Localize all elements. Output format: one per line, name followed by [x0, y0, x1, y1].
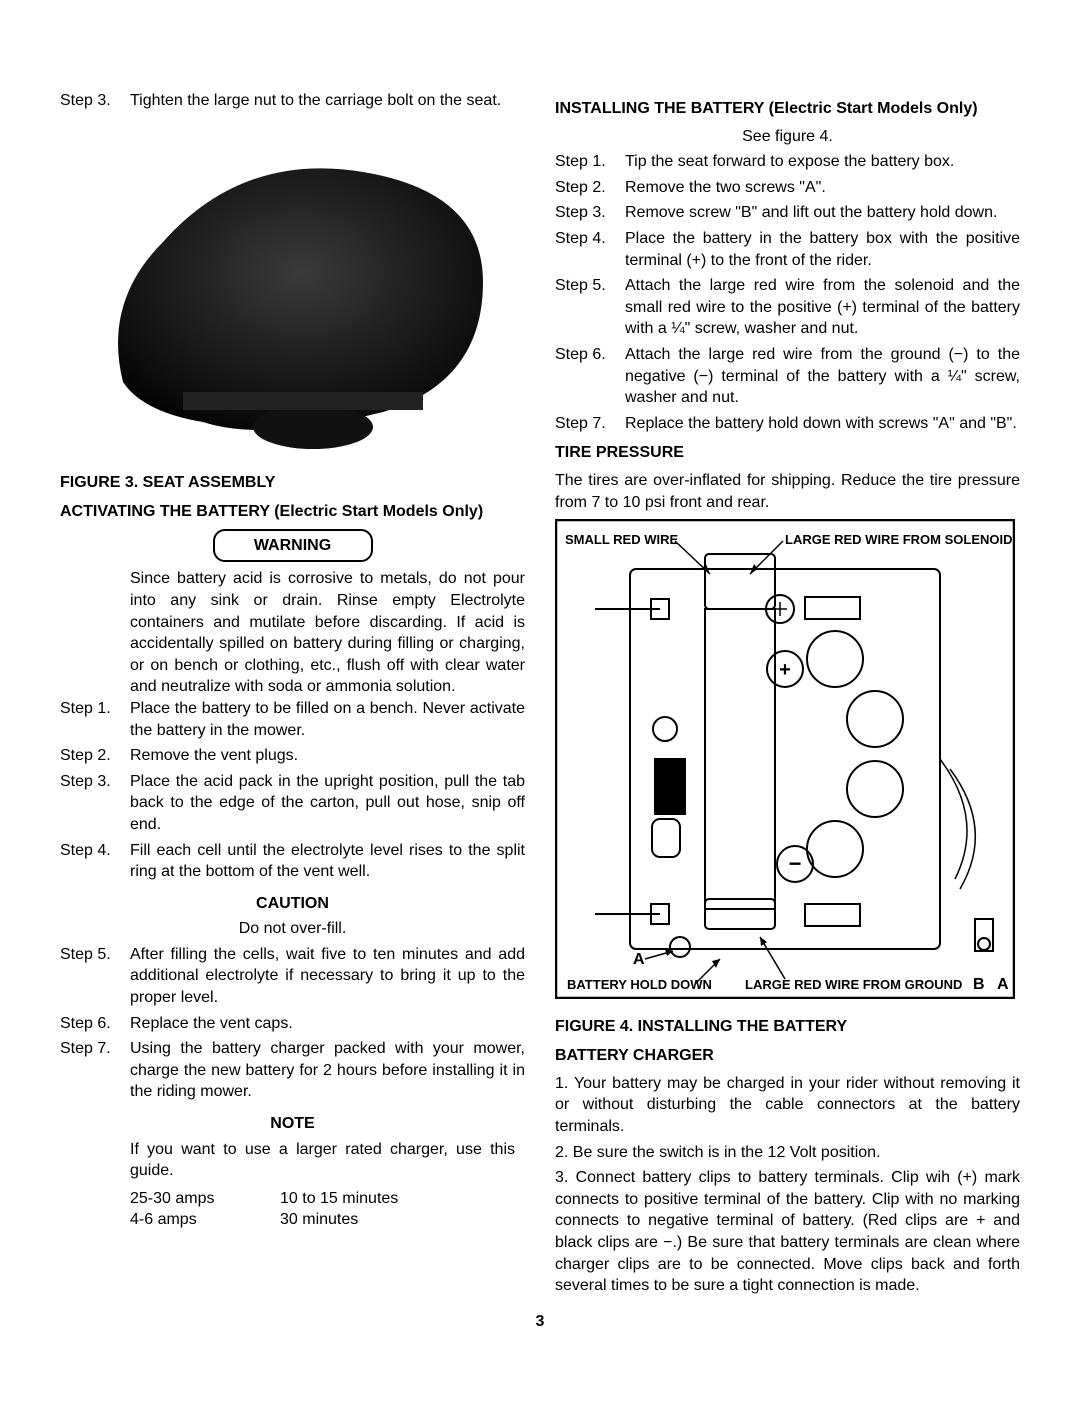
note-text: If you want to use a larger rated charge… — [60, 1139, 525, 1182]
caution-label: CAUTION — [60, 893, 525, 915]
figure-3-image — [83, 122, 503, 452]
step-label: Step 3. — [555, 202, 625, 224]
charge-row: 4-6 amps30 minutes — [130, 1209, 525, 1231]
step-item: Step 6.Attach the large red wire from th… — [555, 344, 1020, 409]
charge-time: 10 to 15 minutes — [280, 1188, 398, 1210]
left-column: Step 3. Tighten the large nut to the car… — [60, 90, 525, 1301]
step-label: Step 3. — [60, 90, 130, 112]
step-text: Remove the two screws "A". — [625, 177, 1020, 199]
charge-amps: 4-6 amps — [130, 1209, 280, 1231]
step-item: Step 4.Fill each cell until the electrol… — [60, 840, 525, 883]
step-label: Step 1. — [555, 151, 625, 173]
step-label: Step 6. — [60, 1013, 130, 1035]
step-text: Replace the vent caps. — [130, 1013, 525, 1035]
note-label: NOTE — [60, 1113, 525, 1135]
figure-3-caption: FIGURE 3. SEAT ASSEMBLY — [60, 472, 525, 494]
step-item: Step 3.Place the acid pack in the uprigh… — [60, 771, 525, 836]
step-item: Step 7.Replace the battery hold down wit… — [555, 413, 1020, 435]
step-item: Step 5.After filling the cells, wait fiv… — [60, 944, 525, 1009]
tire-pressure-heading: TIRE PRESSURE — [555, 442, 1020, 464]
step-item: Step 2.Remove the vent plugs. — [60, 745, 525, 767]
step-item: Step 3.Remove screw "B" and lift out the… — [555, 202, 1020, 224]
warning-label: WARNING — [254, 537, 331, 554]
warning-text: Since battery acid is corrosive to metal… — [60, 568, 525, 698]
step-text: Place the acid pack in the upright posit… — [130, 771, 525, 836]
step-text: Attach the large red wire from the groun… — [625, 344, 1020, 409]
step-item: Step 1.Place the battery to be filled on… — [60, 698, 525, 741]
label-batt-hold: BATTERY HOLD DOWN — [567, 977, 712, 992]
step-label: Step 6. — [555, 344, 625, 409]
charger-item: 2. Be sure the switch is in the 12 Volt … — [555, 1142, 1020, 1164]
install-heading: INSTALLING THE BATTERY (Electric Start M… — [555, 98, 1020, 120]
label-small-red: SMALL RED WIRE — [565, 532, 678, 547]
step-text: Tighten the large nut to the carriage bo… — [130, 90, 525, 112]
charge-amps: 25-30 amps — [130, 1188, 280, 1210]
page-number: 3 — [60, 1311, 1020, 1333]
step-item: Step 6.Replace the vent caps. — [60, 1013, 525, 1035]
battery-charger-heading: BATTERY CHARGER — [555, 1045, 1020, 1067]
plus-symbol: + — [779, 659, 791, 681]
charger-item: 3. Connect battery clips to battery term… — [555, 1167, 1020, 1297]
caution-text: Do not over-fill. — [60, 918, 525, 940]
label-a-right: A — [997, 976, 1009, 993]
charger-list: 1. Your battery may be charged in your r… — [555, 1073, 1020, 1297]
step-item: Step 5.Attach the large red wire from th… — [555, 275, 1020, 340]
tire-pressure-text: The tires are over-inflated for shipping… — [555, 470, 1020, 513]
step-label: Step 2. — [60, 745, 130, 767]
step-text: Tip the seat forward to expose the batte… — [625, 151, 1020, 173]
step-3-seat: Step 3. Tighten the large nut to the car… — [60, 90, 525, 112]
step-text: Attach the large red wire from the solen… — [625, 275, 1020, 340]
step-text: Place the battery in the battery box wit… — [625, 228, 1020, 271]
step-text: Remove screw "B" and lift out the batter… — [625, 202, 1020, 224]
label-b: B — [973, 976, 985, 993]
step-item: Step 7.Using the battery charger packed … — [60, 1038, 525, 1103]
step-item: Step 2.Remove the two screws "A". — [555, 177, 1020, 199]
activating-heading: ACTIVATING THE BATTERY (Electric Start M… — [60, 501, 525, 523]
warning-box: WARNING — [213, 529, 373, 563]
step-label: Step 2. — [555, 177, 625, 199]
step-label: Step 1. — [60, 698, 130, 741]
step-text: Place the battery to be filled on a benc… — [130, 698, 525, 741]
label-a-left: A — [633, 951, 645, 968]
step-item: Step 4.Place the battery in the battery … — [555, 228, 1020, 271]
step-label: Step 4. — [60, 840, 130, 883]
step-label: Step 7. — [60, 1038, 130, 1103]
step-label: Step 4. — [555, 228, 625, 271]
label-large-red-sol: LARGE RED WIRE FROM SOLENOID — [785, 532, 1013, 547]
figure-4-caption: FIGURE 4. INSTALLING THE BATTERY — [555, 1016, 1020, 1038]
charge-time: 30 minutes — [280, 1209, 358, 1231]
figure-4-diagram: SMALL RED WIRE LARGE RED WIRE FROM SOLEN… — [555, 519, 1015, 999]
charge-row: 25-30 amps10 to 15 minutes — [130, 1188, 525, 1210]
step-label: Step 5. — [60, 944, 130, 1009]
step-item: Step 1.Tip the seat forward to expose th… — [555, 151, 1020, 173]
step-label: Step 3. — [60, 771, 130, 836]
step-text: Fill each cell until the electrolyte lev… — [130, 840, 525, 883]
step-text: Using the battery charger packed with yo… — [130, 1038, 525, 1103]
label-large-red-gnd: LARGE RED WIRE FROM GROUND — [745, 977, 962, 992]
step-text: After filling the cells, wait five to te… — [130, 944, 525, 1009]
minus-symbol: − — [789, 851, 802, 876]
right-column: INSTALLING THE BATTERY (Electric Start M… — [555, 90, 1020, 1301]
step-text: Remove the vent plugs. — [130, 745, 525, 767]
charge-guide-table: 25-30 amps10 to 15 minutes4-6 amps30 min… — [60, 1188, 525, 1231]
step-label: Step 7. — [555, 413, 625, 435]
charger-item: 1. Your battery may be charged in your r… — [555, 1073, 1020, 1138]
step-label: Step 5. — [555, 275, 625, 340]
step-text: Replace the battery hold down with screw… — [625, 413, 1020, 435]
see-figure-4: See figure 4. — [555, 126, 1020, 148]
